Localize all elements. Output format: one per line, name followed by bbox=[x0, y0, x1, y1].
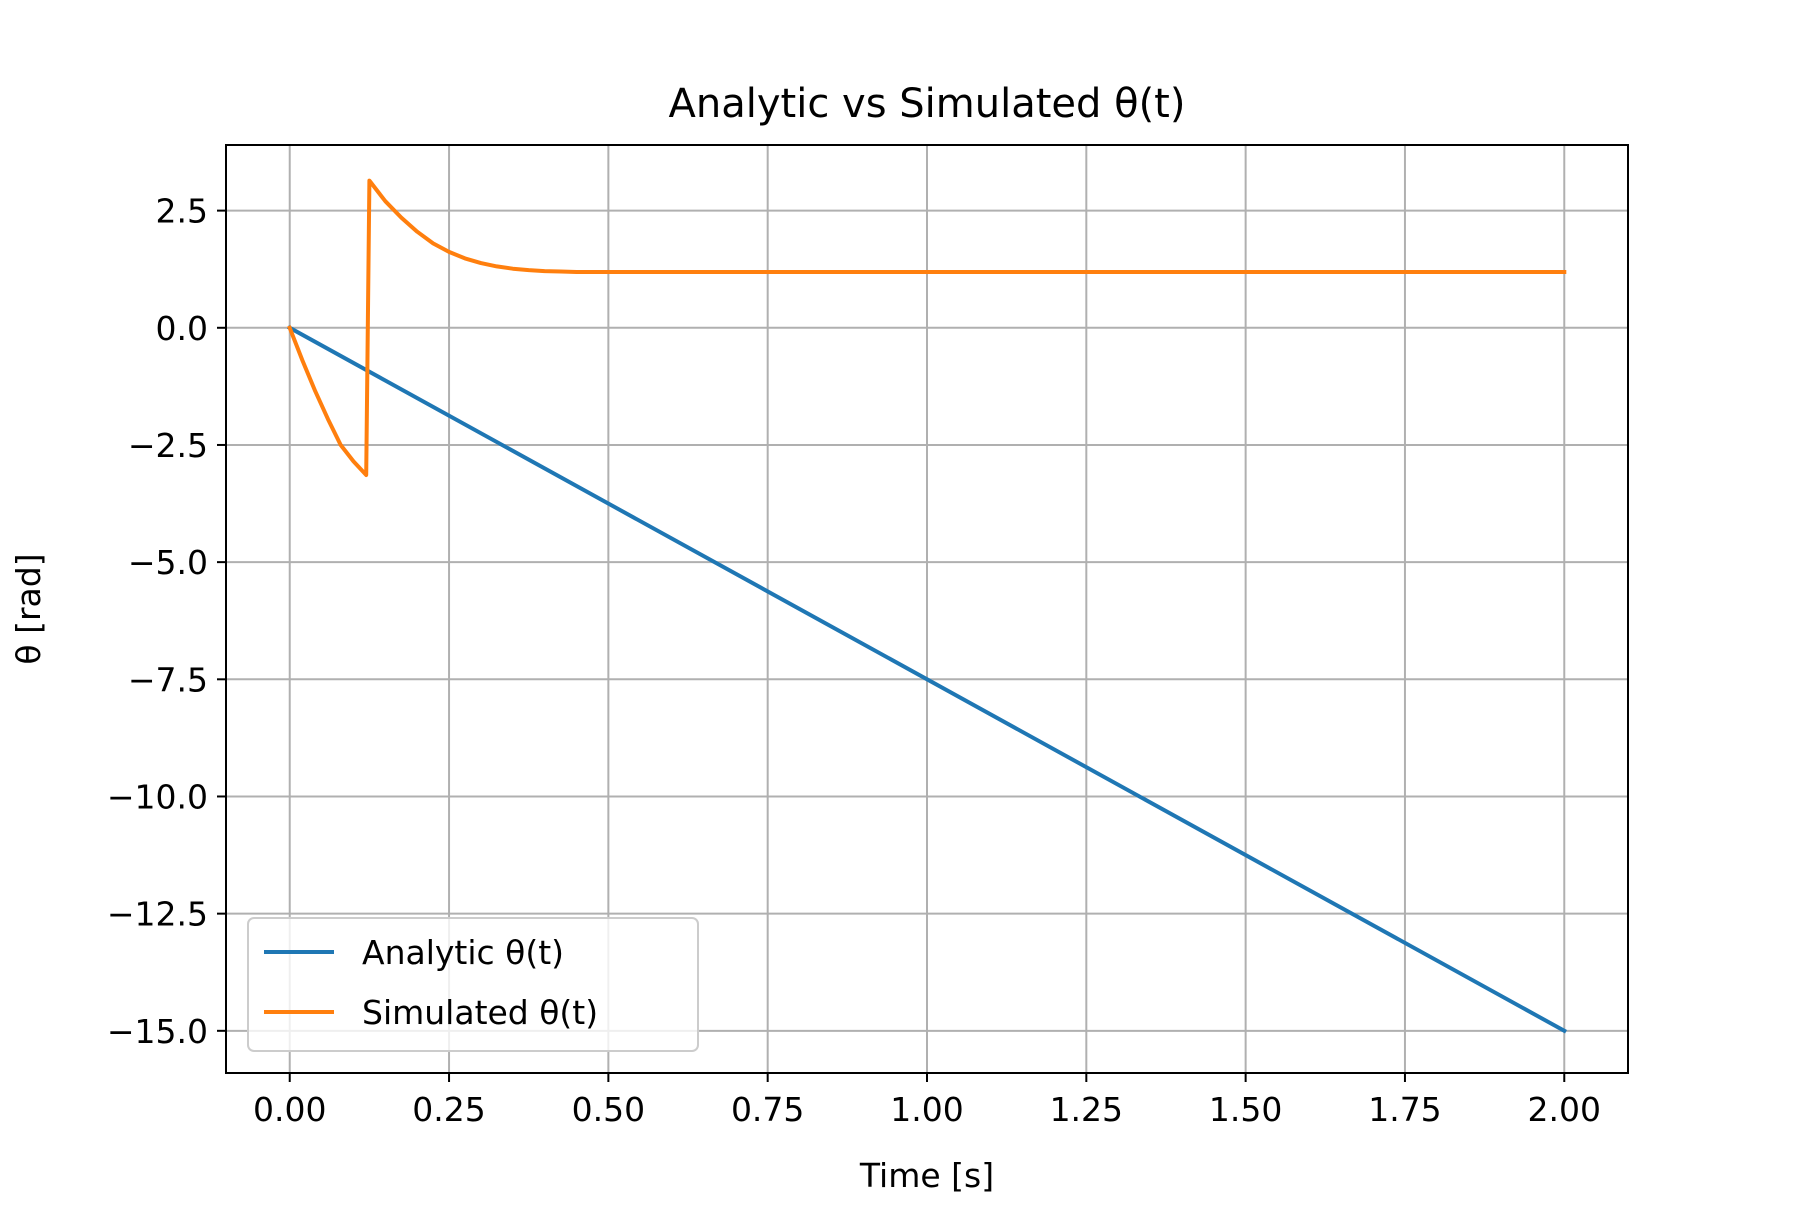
y-tick-label: −10.0 bbox=[107, 777, 208, 816]
chart-title: Analytic vs Simulated θ(t) bbox=[669, 81, 1186, 127]
y-tick-label: −2.5 bbox=[128, 426, 208, 465]
y-tick-label: 0.0 bbox=[156, 309, 208, 348]
y-tick-label: −5.0 bbox=[128, 543, 208, 582]
x-tick-label: 1.25 bbox=[1050, 1090, 1123, 1129]
x-tick-label: 0.50 bbox=[572, 1090, 645, 1129]
x-tick-label: 0.25 bbox=[412, 1090, 485, 1129]
y-axis-label: θ [rad] bbox=[9, 553, 48, 664]
legend-label: Simulated θ(t) bbox=[362, 993, 598, 1032]
x-tick-label: 1.50 bbox=[1209, 1090, 1282, 1129]
ticks: 0.00 0.25 0.50 0.75 1.00 1.25 1.50 1.75 2.00 2.5 0… bbox=[107, 192, 1601, 1129]
x-tick-label: 0.75 bbox=[731, 1090, 804, 1129]
series-layer bbox=[286, 178, 1568, 1034]
legend-box bbox=[247, 917, 699, 1052]
x-tick-label: 1.00 bbox=[890, 1090, 963, 1129]
series-line-analytic bbox=[286, 325, 1568, 1034]
legend-label: Analytic θ(t) bbox=[362, 933, 564, 972]
y-tick-label: −12.5 bbox=[107, 895, 208, 934]
y-tick-label: 2.5 bbox=[156, 192, 208, 231]
y-tick-label: −15.0 bbox=[107, 1012, 208, 1051]
series-line-simulated bbox=[287, 178, 1567, 477]
x-tick-label: 2.00 bbox=[1528, 1090, 1601, 1129]
x-axis-label: Time [s] bbox=[859, 1156, 994, 1195]
legend: Analytic θ(t) Simulated θ(t) bbox=[247, 917, 699, 1052]
y-tick-label: −7.5 bbox=[128, 660, 208, 699]
x-tick-label: 1.75 bbox=[1368, 1090, 1441, 1129]
x-tick-label: 0.00 bbox=[253, 1090, 326, 1129]
